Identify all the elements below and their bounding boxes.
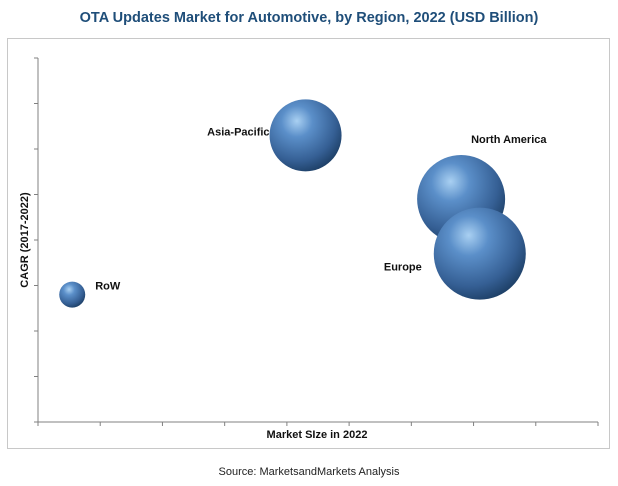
bubble-row bbox=[59, 281, 86, 308]
source-note: Source: MarketsandMarkets Analysis bbox=[218, 466, 400, 478]
chart-labels: Asia-Pacific North America Europe RoW bbox=[95, 126, 547, 292]
bubble-label-europe: Europe bbox=[384, 262, 422, 274]
y-axis-title: CAGR (2017-2022) bbox=[19, 192, 31, 288]
bubble-asia-pacific bbox=[269, 99, 342, 172]
bubble-label-row: RoW bbox=[95, 281, 121, 293]
x-axis-title: Market SIze in 2022 bbox=[267, 429, 368, 441]
chart-axes bbox=[34, 57, 599, 426]
chart-frame bbox=[7, 38, 610, 449]
bubble-label-north-america: North America bbox=[471, 134, 547, 146]
chart-bubbles bbox=[59, 99, 526, 308]
bubble-europe bbox=[433, 207, 526, 300]
chart-title: OTA Updates Market for Automotive, by Re… bbox=[79, 10, 539, 26]
bubble-label-asia-pacific: Asia-Pacific bbox=[207, 126, 269, 138]
